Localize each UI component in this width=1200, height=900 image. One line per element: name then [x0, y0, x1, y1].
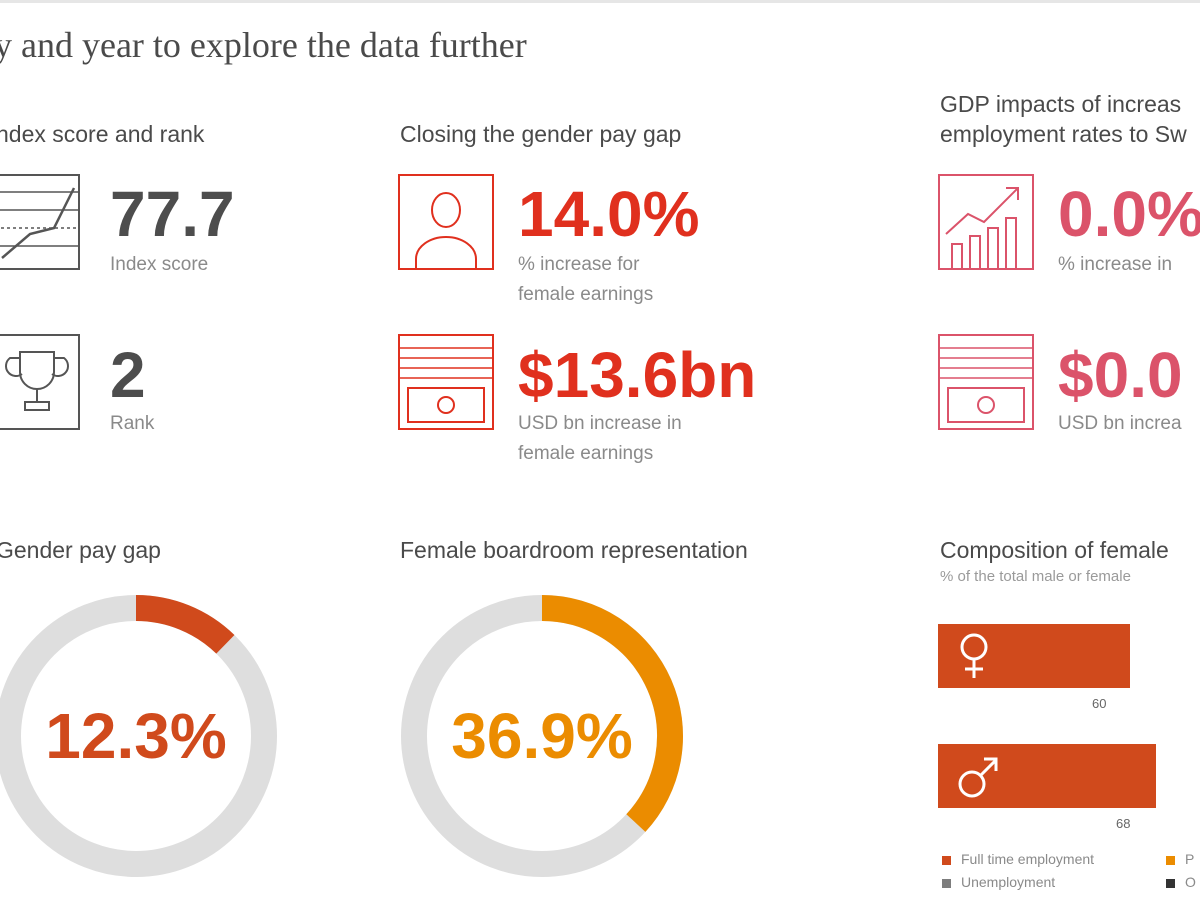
legend-swatch — [1166, 878, 1175, 888]
boardroom-title: Female boardroom representation — [400, 537, 748, 563]
index-score-caption: Index score — [110, 254, 209, 275]
pay-gap-closing-title: Closing the gender pay gap — [400, 121, 682, 147]
index-section-title: ndex score and rank — [0, 121, 205, 147]
female-earnings-pct-value: 14.0% — [518, 178, 700, 250]
growth-chart-icon — [938, 174, 1038, 277]
legend-swatch — [942, 878, 951, 888]
boardroom-center-label: 36.9% — [451, 700, 632, 772]
legend-label: O — [1185, 874, 1196, 890]
legend-unemployment: Unemployment — [942, 874, 1055, 890]
female-bar-label: 60 — [1092, 696, 1107, 711]
page-heading: y and year to explore the data further — [0, 25, 527, 65]
rank-value: 2 — [110, 339, 146, 411]
female-icon — [960, 633, 988, 678]
rank-caption: Rank — [110, 413, 155, 434]
male-bar — [938, 744, 1156, 808]
legend-label: P — [1185, 851, 1195, 867]
gdp-title-line-2: employment rates to Sw — [940, 121, 1187, 147]
legend-swatch — [1166, 855, 1175, 865]
male-icon — [958, 757, 998, 798]
female-earnings-usd-caption-1: USD bn increase in — [518, 413, 682, 434]
female-earnings-usd-caption-2: female earnings — [518, 443, 654, 464]
legend-full-time: Full time employment — [942, 851, 1094, 867]
gender-pay-gap-donut: 12.3% — [0, 595, 277, 877]
gdp-pct-value: 0.0% — [1058, 178, 1200, 250]
index-score-value: 77.7 — [110, 178, 235, 250]
female-bar — [938, 624, 1130, 688]
chart-lines-icon — [0, 174, 86, 277]
banknote-stack-icon — [938, 334, 1038, 437]
female-earnings-pct-caption-1: % increase for — [518, 254, 640, 275]
boardroom-arc — [541, 595, 683, 832]
boardroom-donut: 36.9% — [401, 595, 683, 877]
gdp-usd-caption: USD bn increa — [1058, 413, 1182, 434]
composition-title: Composition of female — [940, 537, 1169, 563]
legend-o: O — [1166, 874, 1196, 890]
pay-gap-center-label: 12.3% — [45, 700, 226, 772]
legend-p: P — [1166, 851, 1194, 867]
pay-gap-arc — [135, 595, 235, 654]
person-icon — [398, 174, 498, 277]
female-earnings-usd-value: $13.6bn — [518, 339, 757, 411]
banknote-stack-icon — [398, 334, 498, 437]
gdp-title-line-1: GDP impacts of increas — [940, 91, 1182, 117]
legend-label: Unemployment — [961, 874, 1056, 890]
female-earnings-pct-caption-2: female earnings — [518, 284, 654, 305]
male-bar-label: 68 — [1116, 816, 1131, 831]
gdp-usd-value: $0.0 — [1058, 339, 1183, 411]
trophy-icon — [0, 334, 86, 437]
top-divider — [0, 0, 1200, 3]
gdp-pct-caption: % increase in — [1058, 254, 1173, 275]
legend-label: Full time employment — [961, 851, 1095, 867]
legend-swatch — [942, 855, 951, 865]
composition-subtitle: % of the total male or female — [940, 568, 1131, 585]
gender-pay-gap-title: Gender pay gap — [0, 537, 161, 563]
